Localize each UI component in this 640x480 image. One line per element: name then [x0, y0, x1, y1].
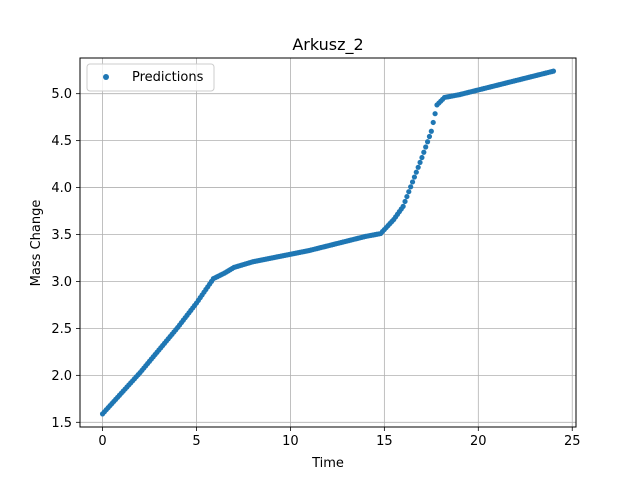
- y-tick-label: 1.5: [51, 416, 72, 431]
- x-tick-label: 15: [376, 434, 393, 449]
- y-axis-label: Mass Change: [29, 200, 44, 287]
- data-point: [428, 128, 434, 134]
- x-tick-label: 20: [470, 434, 487, 449]
- x-axis-label: Time: [311, 456, 344, 471]
- grid-lines: [80, 58, 576, 427]
- data-point: [432, 111, 438, 117]
- y-tick-label: 4.5: [51, 134, 72, 149]
- legend-box: [86, 63, 215, 92]
- data-point: [406, 189, 412, 195]
- data-point: [426, 133, 433, 140]
- y-tick-label: 2.0: [51, 369, 72, 384]
- data-point: [550, 68, 557, 74]
- y-tick-label: 4.0: [51, 181, 72, 196]
- data-point: [409, 179, 416, 185]
- y-axis-ticks: 1.5 2.0 2.5 3.0 3.5 4.0 4.5 5.0: [51, 87, 80, 431]
- x-tick-label: 5: [192, 434, 200, 449]
- data-point: [408, 184, 414, 190]
- data-point: [404, 193, 410, 200]
- data-point: [402, 198, 408, 205]
- data-point: [415, 164, 421, 170]
- x-tick-label: 10: [282, 434, 299, 449]
- y-tick-label: 3.5: [51, 228, 72, 243]
- x-axis-ticks: 0 5 10 15 20 25: [98, 427, 581, 449]
- plot-frame: [79, 57, 577, 428]
- data-point: [419, 154, 425, 161]
- data-point: [400, 203, 406, 209]
- data-point: [417, 159, 423, 166]
- data-point: [430, 119, 436, 126]
- data-point: [421, 149, 427, 155]
- data-point: [413, 169, 419, 175]
- data-points: [99, 68, 557, 417]
- legend-marker: [103, 74, 109, 80]
- chart-title: Arkusz_2: [292, 35, 363, 55]
- y-tick-label: 2.5: [51, 322, 72, 337]
- legend: Predictions: [86, 63, 215, 92]
- data-point: [423, 144, 429, 150]
- data-point: [424, 139, 431, 145]
- legend-label-predictions: Predictions: [132, 70, 204, 85]
- x-tick-label: 0: [98, 434, 106, 449]
- x-tick-label: 25: [564, 434, 581, 449]
- y-tick-label: 3.0: [51, 275, 72, 290]
- data-point: [411, 174, 418, 180]
- y-tick-label: 5.0: [51, 87, 72, 102]
